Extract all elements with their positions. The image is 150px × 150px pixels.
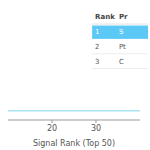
x-tick-label: 30	[91, 124, 101, 133]
table-row-separator	[92, 68, 148, 69]
x-tick-label: 20	[47, 124, 57, 133]
x-tick	[96, 120, 97, 123]
x-tick	[52, 120, 53, 123]
table-highlight	[92, 26, 148, 39]
table-cell: S	[119, 28, 124, 36]
x-axis-line	[8, 120, 140, 121]
table-cell: 3	[95, 58, 99, 66]
chart-container: 20 30 Signal Rank (Top 50) Rank Pr 1 S 2 Pt 3 C	[0, 0, 150, 150]
x-axis-label: Signal Rank (Top 50)	[33, 139, 115, 148]
table: Rank Pr 1 S 2 Pt 3 C	[92, 13, 148, 68]
table-separator	[92, 24, 148, 25]
horizontal-line	[8, 110, 140, 111]
table-header: Pr	[119, 13, 128, 21]
table-header: Rank	[95, 13, 115, 21]
table-cell: Pt	[119, 43, 126, 51]
table-cell: 2	[95, 43, 99, 51]
chart: 20 30 Signal Rank (Top 50) Rank Pr 1 S 2 Pt 3 C	[0, 0, 150, 150]
table-cell: 1	[95, 28, 99, 36]
table-row-separator	[92, 53, 148, 54]
table-cell: C	[119, 58, 124, 66]
plot-marks	[8, 110, 140, 111]
